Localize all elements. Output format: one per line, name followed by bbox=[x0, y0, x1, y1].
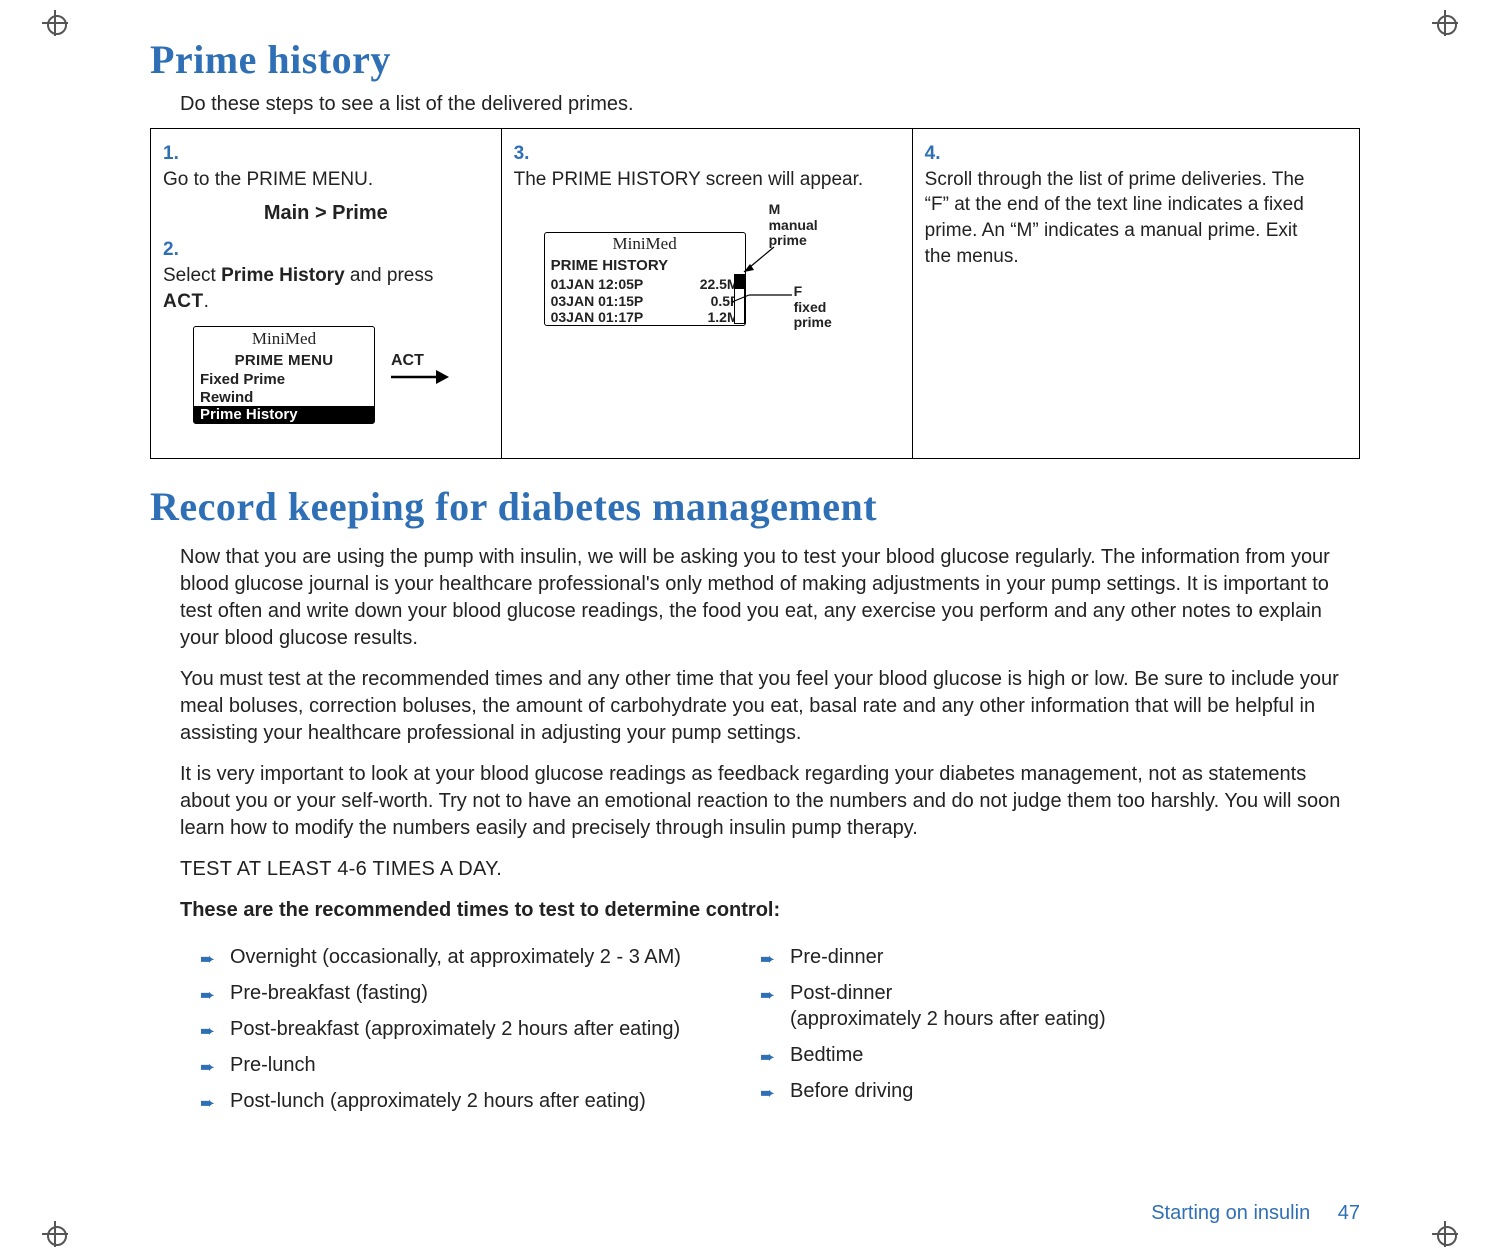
test-time-item: ➨Before driving bbox=[760, 1078, 1280, 1104]
step-cell-3: 3. The PRIME HISTORY screen will appear.… bbox=[501, 129, 912, 459]
bullet-icon: ➨ bbox=[200, 984, 215, 1007]
history-scrollbar[interactable] bbox=[734, 274, 745, 324]
step4-body: Scroll through the list of prime deliver… bbox=[925, 167, 1317, 270]
test-time-item: ➨Pre-dinner bbox=[760, 944, 1280, 970]
callout-f: F fixed prime bbox=[794, 284, 832, 330]
test-time-item: ➨Post-breakfast (approximately 2 hours a… bbox=[200, 1016, 720, 1042]
step-cell-4: 4. Scroll through the list of prime deli… bbox=[912, 129, 1359, 459]
section-title-record-keeping: Record keeping for diabetes management bbox=[150, 483, 1360, 530]
scrollbar-thumb[interactable] bbox=[735, 275, 744, 289]
step2-body: Select Prime History and press ACT. bbox=[163, 263, 459, 314]
para-1: Now that you are using the pump with ins… bbox=[180, 544, 1360, 652]
times-lead: These are the recommended times to test … bbox=[180, 897, 1360, 924]
bullet-icon: ➨ bbox=[200, 1056, 215, 1079]
hist-row-0: 01JAN 12:05P 22.5M bbox=[545, 276, 745, 292]
bullet-icon: ➨ bbox=[760, 1082, 775, 1105]
step-cell-1: 1. Go to the PRIME MENU. Main > Prime 2.… bbox=[151, 129, 502, 459]
crop-mark-tr bbox=[1432, 10, 1458, 36]
act-arrow-icon bbox=[391, 368, 451, 394]
para-3: It is very important to look at your blo… bbox=[180, 761, 1360, 842]
crop-mark-tl bbox=[42, 10, 68, 36]
crop-mark-bl bbox=[42, 1221, 68, 1247]
breadcrumb: Main > Prime bbox=[163, 200, 489, 227]
bullet-icon: ➨ bbox=[200, 1020, 215, 1043]
test-times: ➨Overnight (occasionally, at approximate… bbox=[200, 934, 1360, 1124]
footer-chapter: Starting on insulin bbox=[1151, 1202, 1310, 1224]
device-screen-title: PRIME MENU bbox=[194, 351, 374, 371]
device-prime-history: MiniMed PRIME HISTORY 01JAN 12:05P 22.5M… bbox=[544, 232, 864, 362]
step1-body: Go to the PRIME MENU. bbox=[163, 167, 459, 193]
device2-brand: MiniMed bbox=[545, 233, 745, 256]
para-2: You must test at the recommended times a… bbox=[180, 666, 1360, 747]
bullet-icon: ➨ bbox=[200, 1092, 215, 1115]
test-time-item: ➨Bedtime bbox=[760, 1042, 1280, 1068]
test-time-item: ➨Post-lunch (approximately 2 hours after… bbox=[200, 1088, 720, 1114]
bullet-icon: ➨ bbox=[760, 1046, 775, 1069]
hist-row-1: 03JAN 01:15P 0.5F bbox=[545, 293, 745, 309]
section-title-prime-history: Prime history bbox=[150, 36, 1360, 83]
steps-table: 1. Go to the PRIME MENU. Main > Prime 2.… bbox=[150, 128, 1360, 459]
test-time-item: ➨Pre-breakfast (fasting) bbox=[200, 980, 720, 1006]
bullet-icon: ➨ bbox=[200, 948, 215, 971]
page-footer: Starting on insulin 47 bbox=[1151, 1202, 1360, 1225]
crop-mark-br bbox=[1432, 1221, 1458, 1247]
bullet-icon: ➨ bbox=[760, 984, 775, 1007]
step4-num: 4. bbox=[925, 141, 951, 167]
step3-body: The PRIME HISTORY screen will appear. bbox=[514, 167, 870, 193]
test-time-item: ➨Pre-lunch bbox=[200, 1052, 720, 1078]
footer-page-number: 47 bbox=[1338, 1202, 1360, 1224]
menu-row-2-selected: Prime History bbox=[194, 406, 374, 423]
device-brand: MiniMed bbox=[194, 327, 374, 351]
step2-num: 2. bbox=[163, 237, 189, 263]
hist-row-2: 03JAN 01:17P 1.2M bbox=[545, 309, 745, 325]
callout-m: M manual prime bbox=[769, 202, 818, 248]
menu-row-1: Rewind bbox=[194, 389, 374, 406]
test-time-item: ➨Post-dinner(approximately 2 hours after… bbox=[760, 980, 1280, 1032]
device-prime-menu: MiniMed PRIME MENU Fixed Prime Rewind Pr… bbox=[193, 326, 473, 436]
step3-num: 3. bbox=[514, 141, 540, 167]
device2-title: PRIME HISTORY bbox=[545, 256, 745, 276]
intro-text: Do these steps to see a list of the deli… bbox=[180, 93, 1360, 116]
para-4: TEST AT LEAST 4-6 TIMES A DAY. bbox=[180, 856, 1360, 883]
test-time-item: ➨Overnight (occasionally, at approximate… bbox=[200, 944, 720, 970]
bullet-icon: ➨ bbox=[760, 948, 775, 971]
menu-row-0: Fixed Prime bbox=[194, 371, 374, 388]
step1-num: 1. bbox=[163, 141, 189, 167]
